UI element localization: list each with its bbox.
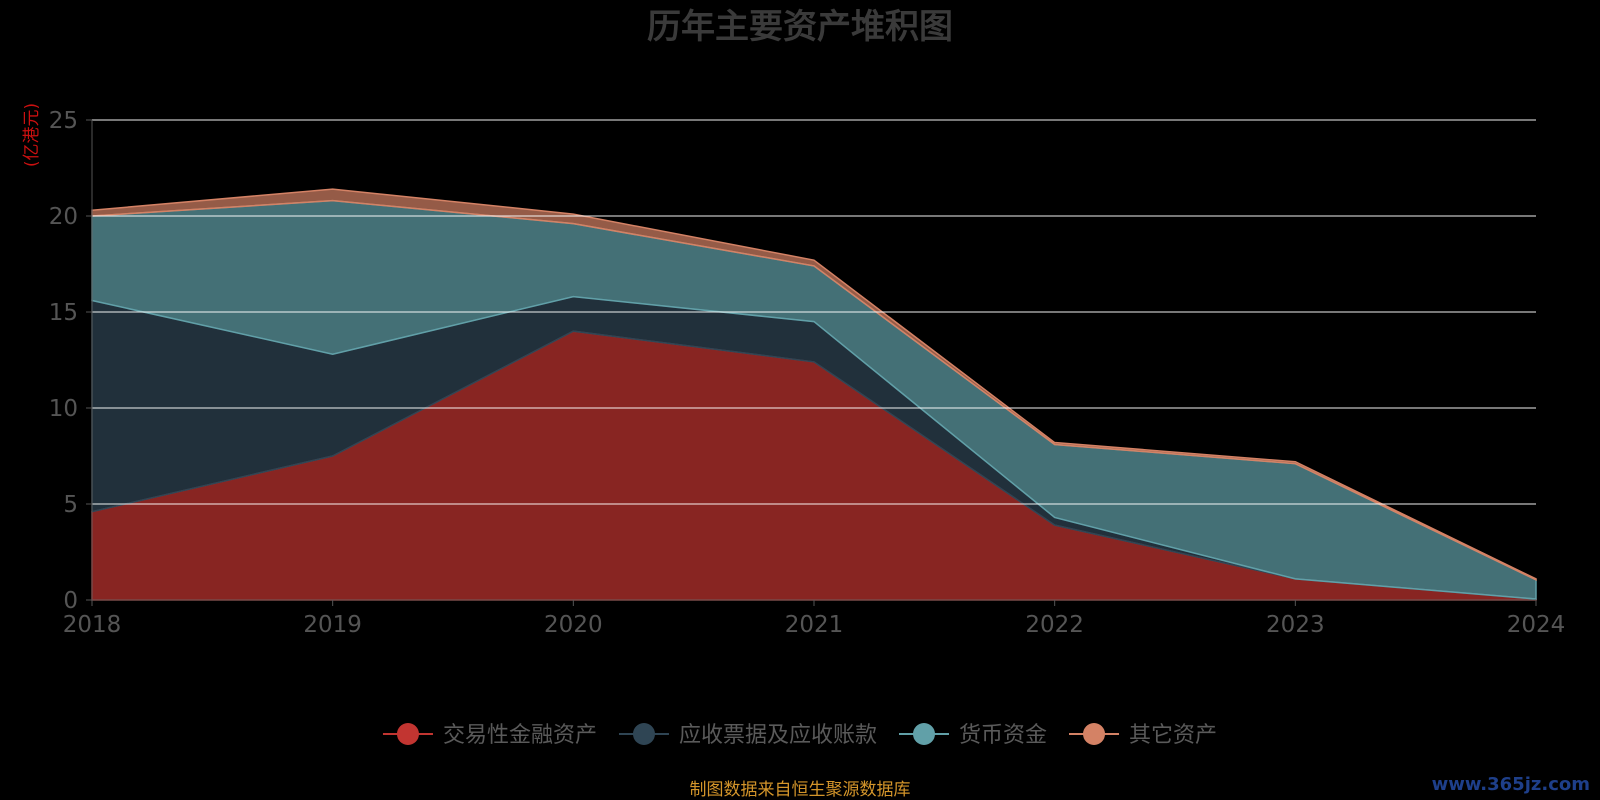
- legend-item-2[interactable]: 货币资金: [899, 723, 1047, 748]
- x-tick-label-2: 2020: [544, 612, 603, 638]
- legend-item-1[interactable]: 应收票据及应收账款: [618, 723, 877, 748]
- legend-item-0[interactable]: 交易性金融资产: [382, 723, 597, 748]
- legend-item-3[interactable]: 其它资产: [1069, 723, 1217, 748]
- legend-label-2: 货币资金: [959, 723, 1047, 748]
- y-tick-label-3: 15: [49, 300, 78, 326]
- legend-label-0: 交易性金融资产: [443, 723, 597, 748]
- x-tick-label-4: 2022: [1025, 612, 1084, 638]
- grid-lines: [92, 119, 1536, 505]
- chart-title: 历年主要资产堆积图: [647, 7, 953, 47]
- legend-marker-1: [632, 723, 655, 745]
- y-tick-label-5: 25: [49, 108, 78, 134]
- y-tick-label-2: 10: [49, 396, 78, 422]
- watermark: www.365jz.com: [1432, 774, 1590, 795]
- legend-marker-0: [396, 723, 419, 745]
- y-axis-unit-label: (亿港元): [22, 103, 42, 167]
- legend-marker-2: [913, 723, 935, 745]
- x-tick-label-3: 2021: [785, 612, 844, 638]
- x-tick-label-5: 2023: [1266, 612, 1325, 638]
- y-tick-label-1: 5: [63, 492, 78, 518]
- area-series-group: [91, 188, 1537, 601]
- data-source-note: 制图数据来自恒生聚源数据库: [690, 780, 911, 800]
- y-tick-label-0: 0: [63, 588, 78, 614]
- x-tick-label-6: 2024: [1507, 612, 1566, 638]
- legend-label-3: 其它资产: [1129, 723, 1217, 748]
- x-tick-label-0: 2018: [63, 612, 122, 638]
- axes: 0 5 10 15 20 25 2018 2019 2020 2021 2022 2023 2024: [49, 108, 1566, 638]
- y-tick-label-4: 20: [49, 204, 78, 230]
- legend-marker-3: [1083, 723, 1106, 745]
- legend: 交易性金融资产 应收票据及应收账款 货币资金 其它资产: [382, 723, 1217, 748]
- x-tick-label-1: 2019: [303, 612, 362, 638]
- legend-label-1: 应收票据及应收账款: [679, 723, 877, 748]
- area-series-3: [91, 188, 1537, 582]
